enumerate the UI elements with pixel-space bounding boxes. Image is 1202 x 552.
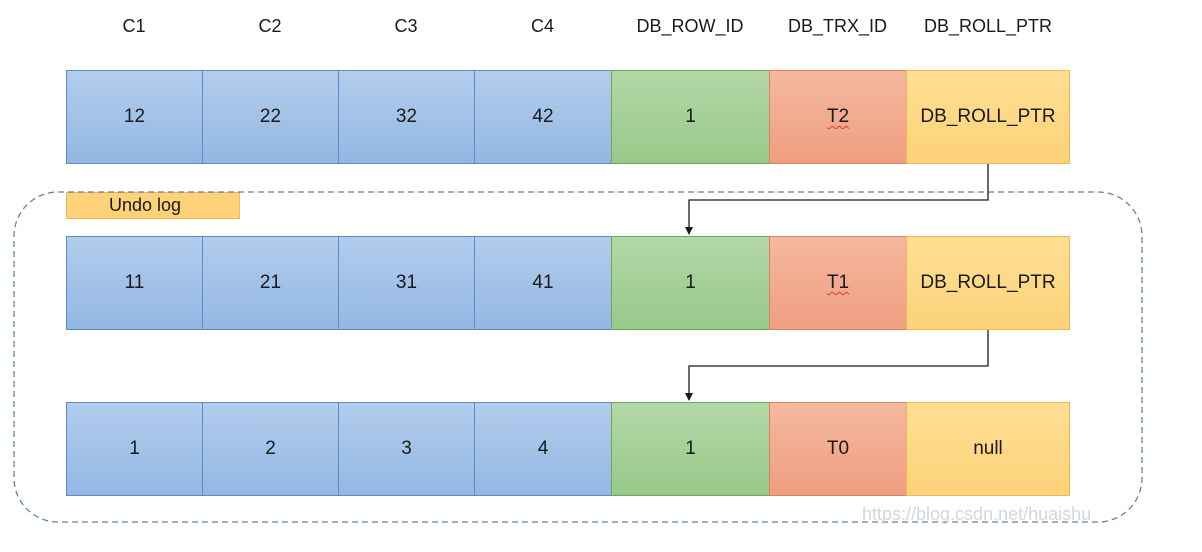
row1-c3-cell: 32	[338, 70, 475, 164]
header-c3: C3	[394, 16, 418, 36]
row3-roll-ptr-cell: null	[906, 402, 1070, 496]
row2-c1-cell: 11	[66, 236, 203, 330]
header-db-roll-ptr: DB_ROLL_PTR	[923, 16, 1053, 36]
row2-roll-ptr-cell: DB_ROLL_PTR	[906, 236, 1070, 330]
row1-row-id-cell: 1	[611, 70, 770, 164]
row2-trx-id-cell: T1	[769, 236, 907, 330]
row1-roll-ptr-cell: DB_ROLL_PTR	[906, 70, 1070, 164]
header-db-trx-id: DB_TRX_ID	[787, 16, 888, 36]
header-c4: C4	[530, 16, 554, 36]
roll-ptr-arrow-1	[685, 164, 989, 235]
roll-ptr-arrow-2	[685, 330, 989, 401]
row3-c4-cell: 4	[474, 402, 612, 496]
header-c2: C2	[258, 16, 282, 36]
row2-c4-cell: 41	[474, 236, 612, 330]
row1-trx-id-text: T2	[826, 106, 850, 127]
row1-c1-cell: 12	[66, 70, 203, 164]
row2-row-id-cell: 1	[611, 236, 770, 330]
row1-trx-id-cell: T2	[769, 70, 907, 164]
row2-trx-id-text: T1	[826, 272, 850, 293]
row3-row-id-cell: 1	[611, 402, 770, 496]
row3-trx-id-cell: T0	[769, 402, 907, 496]
row3-c1-cell: 1	[66, 402, 203, 496]
watermark-text: https://blog.csdn.net/huaishu	[862, 504, 1092, 524]
header-c1: C1	[122, 16, 146, 36]
row3-c2-cell: 2	[202, 402, 339, 496]
row2-c2-cell: 21	[202, 236, 339, 330]
undo-log-label: Undo log	[66, 192, 240, 219]
row1-c2-cell: 22	[202, 70, 339, 164]
row1-c4-cell: 42	[474, 70, 612, 164]
row2-c3-cell: 31	[338, 236, 475, 330]
row3-c3-cell: 3	[338, 402, 475, 496]
header-db-row-id: DB_ROW_ID	[636, 16, 744, 36]
